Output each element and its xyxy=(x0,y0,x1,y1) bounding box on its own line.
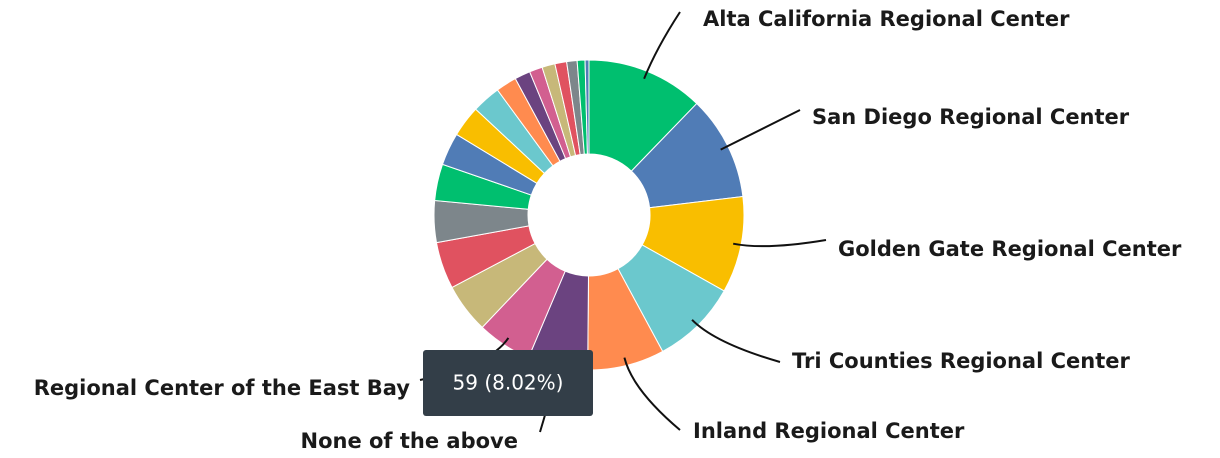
leader-line xyxy=(691,319,781,363)
tooltip-text: 59 (8.02%) xyxy=(453,371,564,395)
leader-line xyxy=(623,357,681,431)
slice-label: Inland Regional Center xyxy=(693,419,965,443)
slice-label: None of the above xyxy=(301,429,519,453)
tooltip: 59 (8.02%) xyxy=(423,350,593,416)
tooltip-box xyxy=(423,350,593,416)
leader-line xyxy=(643,11,681,80)
labels: Alta California Regional Center San Diego… xyxy=(34,7,1182,453)
slices xyxy=(433,59,745,371)
slice-label: Regional Center of the East Bay xyxy=(34,376,411,400)
slice xyxy=(584,59,590,155)
slice-label: Alta California Regional Center xyxy=(703,7,1070,31)
leader-line xyxy=(732,239,827,248)
slice-label: Golden Gate Regional Center xyxy=(838,237,1182,261)
leader-line xyxy=(720,109,801,151)
slice-label: San Diego Regional Center xyxy=(812,105,1130,129)
slice-label: Tri Counties Regional Center xyxy=(792,349,1130,373)
